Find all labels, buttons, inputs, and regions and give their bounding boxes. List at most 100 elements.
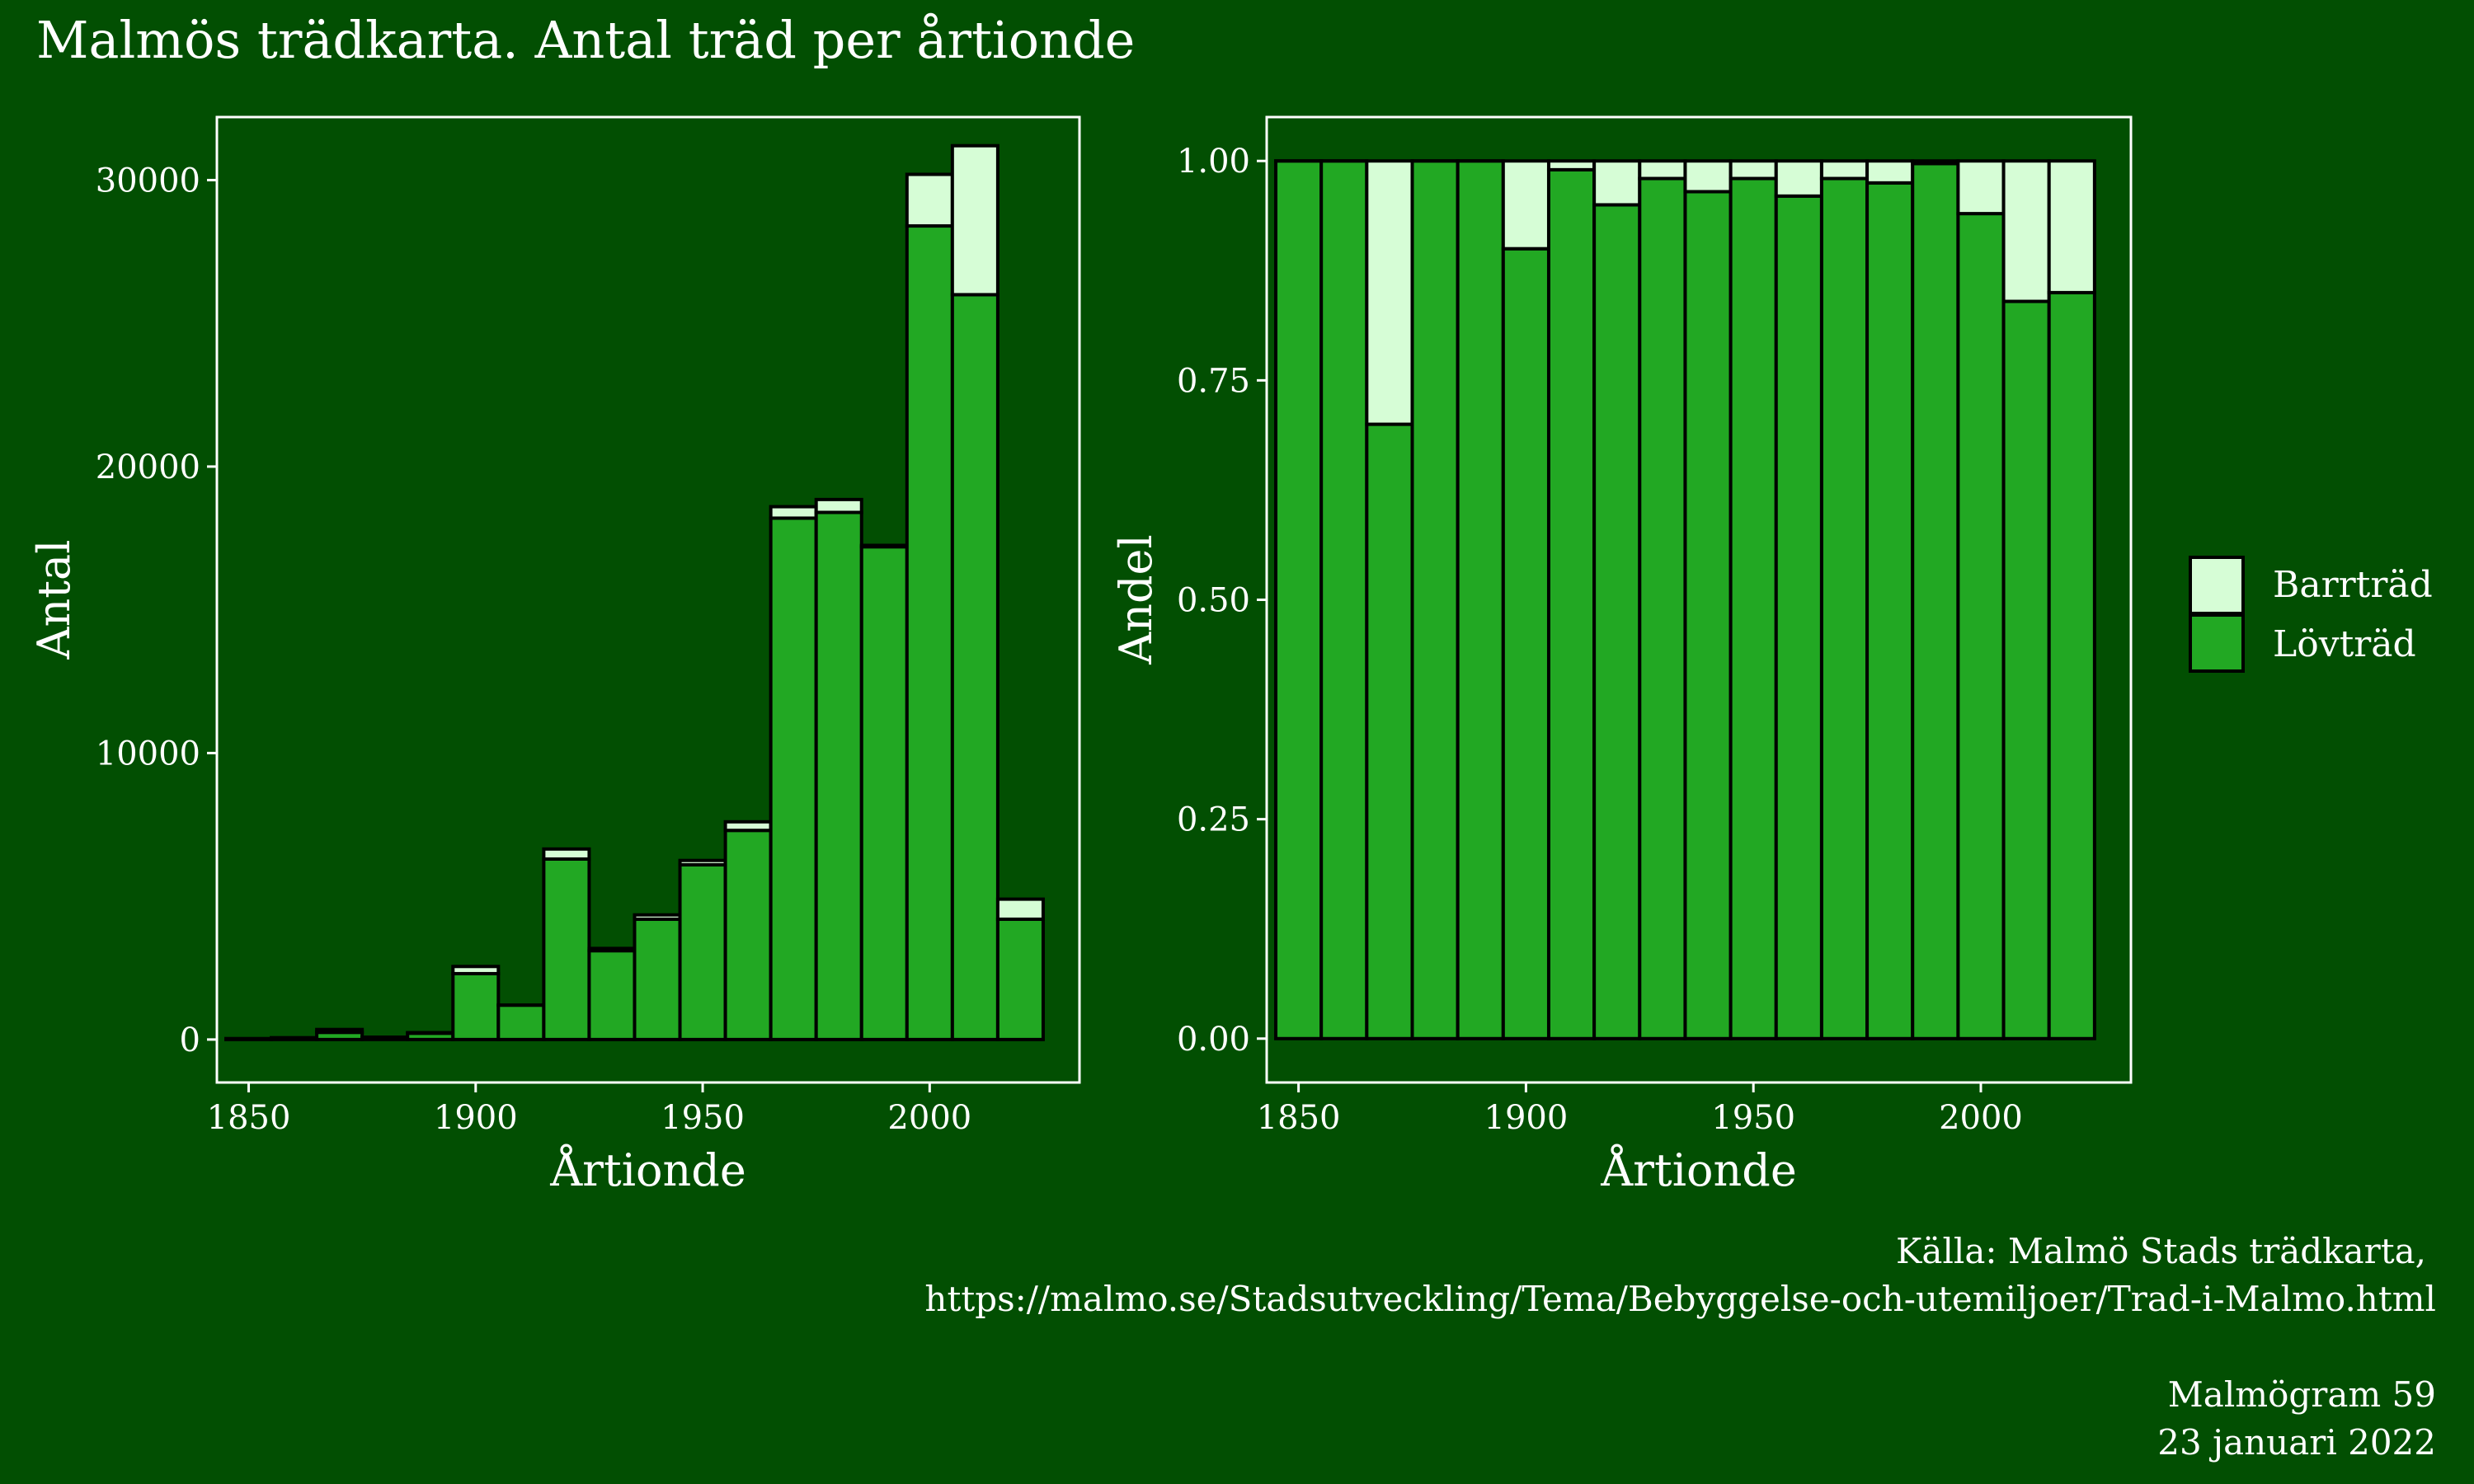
count-bar-barrtrad-1890 bbox=[406, 1031, 455, 1036]
share-y-tick-label: 0.50 bbox=[1177, 582, 1250, 620]
count-bar-barrtrad-1940 bbox=[633, 913, 682, 921]
share-y-tick-label: 1.00 bbox=[1177, 143, 1250, 181]
panel-share: 0.00 0.25 0.50 0.75 1.00 1850 1900 1950 2000 År… bbox=[1110, 115, 2133, 1196]
count-x-tick-label: 1850 bbox=[207, 1099, 291, 1137]
panel-count-border bbox=[215, 115, 1081, 1084]
count-x-tick-label: 1900 bbox=[434, 1099, 518, 1137]
count-bar-barrtrad-1980 bbox=[814, 497, 863, 514]
count-bar-barrtrad-1990 bbox=[859, 543, 909, 549]
caption-source-url: https://malmo.se/Stadsutveckling/Tema/Be… bbox=[924, 1279, 2436, 1319]
caption: Källa: Malmö Stads trädkarta, https://ma… bbox=[924, 1231, 2436, 1463]
share-bar-barrtrad-1990 bbox=[1911, 159, 1960, 166]
share-bar-lovtrad-1960 bbox=[1774, 194, 1823, 1040]
count-bar-lovtrad-1900 bbox=[451, 971, 501, 1041]
count-bar-lovtrad-1950 bbox=[678, 862, 727, 1041]
count-bar-lovtrad-1920 bbox=[542, 857, 591, 1041]
share-x-tick-label: 1950 bbox=[1711, 1099, 1795, 1137]
share-bar-barrtrad-2020 bbox=[2047, 159, 2096, 294]
share-bar-lovtrad-1870 bbox=[1365, 422, 1414, 1040]
share-bar-lovtrad-2010 bbox=[2001, 299, 2051, 1040]
share-bar-lovtrad-2020 bbox=[2047, 290, 2096, 1040]
count-bar-lovtrad-1960 bbox=[723, 829, 773, 1041]
share-bar-barrtrad-1950 bbox=[1729, 159, 1778, 181]
count-bar-barrtrad-1950 bbox=[678, 858, 727, 866]
share-x-tick-label: 1850 bbox=[1257, 1099, 1341, 1137]
bars-share bbox=[1274, 159, 2096, 1040]
share-bar-barrtrad-1910 bbox=[1546, 159, 1597, 171]
x-axis-label-count: Årtionde bbox=[549, 1143, 746, 1196]
share-bar-lovtrad-1920 bbox=[1592, 203, 1642, 1040]
count-bar-barrtrad-1960 bbox=[723, 819, 773, 833]
count-bar-barrtrad-2010 bbox=[950, 143, 999, 297]
x-axis-label-share: Årtionde bbox=[1600, 1143, 1797, 1196]
share-x-tick-label: 2000 bbox=[1939, 1099, 2023, 1137]
caption-source-line1: Källa: Malmö Stads trädkarta, bbox=[1896, 1231, 2426, 1271]
y-ticks-count: 0 10000 20000 30000 bbox=[96, 162, 217, 1059]
share-bar-lovtrad-1970 bbox=[1819, 176, 1870, 1040]
legend-swatch-barrtrad bbox=[2189, 556, 2245, 615]
count-bar-lovtrad-1940 bbox=[633, 917, 682, 1041]
count-bar-lovtrad-2020 bbox=[995, 917, 1045, 1041]
count-y-tick-label: 30000 bbox=[96, 162, 200, 200]
share-y-tick-label: 0.25 bbox=[1177, 801, 1250, 839]
caption-footer-line1: Malmögram 59 bbox=[2168, 1374, 2436, 1415]
share-y-tick-label: 0.75 bbox=[1177, 362, 1250, 400]
share-bar-barrtrad-1940 bbox=[1683, 159, 1733, 194]
share-bar-barrtrad-1870 bbox=[1365, 159, 1414, 426]
count-bar-lovtrad-1980 bbox=[814, 510, 863, 1041]
count-bar-lovtrad-2010 bbox=[950, 293, 999, 1041]
share-bar-barrtrad-2000 bbox=[1956, 159, 2006, 216]
count-y-tick-label: 10000 bbox=[96, 735, 200, 773]
count-bar-lovtrad-1930 bbox=[587, 949, 637, 1041]
share-bar-barrtrad-1980 bbox=[1865, 159, 1915, 185]
legend-label-barrtrad: Barrträd bbox=[2273, 564, 2433, 606]
share-bar-barrtrad-1920 bbox=[1592, 159, 1642, 207]
count-bar-barrtrad-1920 bbox=[542, 847, 591, 861]
share-bar-barrtrad-2010 bbox=[2001, 159, 2051, 303]
caption-footer-date: 23 januari 2022 bbox=[2157, 1422, 2436, 1463]
share-bar-lovtrad-1860 bbox=[1319, 159, 1369, 1040]
share-bar-lovtrad-1880 bbox=[1410, 159, 1460, 1040]
x-ticks-count: 1850 1900 1950 2000 bbox=[207, 1082, 971, 1137]
panel-count: 0 10000 20000 30000 1850 1900 1950 2000 Årtion… bbox=[28, 115, 1081, 1196]
chart-title: Malmös trädkarta. Antal träd per årtiond… bbox=[36, 10, 1135, 70]
share-bar-lovtrad-1890 bbox=[1456, 159, 1505, 1040]
share-bar-lovtrad-2000 bbox=[1956, 212, 2006, 1040]
count-bar-lovtrad-1990 bbox=[859, 545, 909, 1041]
share-bar-barrtrad-1900 bbox=[1501, 159, 1550, 251]
count-bar-barrtrad-1970 bbox=[769, 505, 818, 520]
share-y-tick-label: 0.00 bbox=[1177, 1021, 1250, 1059]
count-y-tick-label: 20000 bbox=[96, 448, 200, 486]
legend: Barrträd Lövträd bbox=[2189, 556, 2433, 673]
share-bar-lovtrad-1850 bbox=[1274, 159, 1324, 1040]
count-bar-lovtrad-2000 bbox=[905, 224, 954, 1041]
share-bar-lovtrad-1900 bbox=[1501, 247, 1550, 1040]
share-bar-lovtrad-1950 bbox=[1729, 176, 1778, 1040]
count-bar-barrtrad-2000 bbox=[905, 172, 954, 228]
share-bar-lovtrad-1940 bbox=[1683, 190, 1733, 1040]
count-y-tick-label: 0 bbox=[180, 1021, 200, 1059]
y-axis-label-count: Antal bbox=[28, 540, 80, 660]
legend-label-lovtrad: Lövträd bbox=[2273, 623, 2416, 665]
count-bar-barrtrad-1930 bbox=[587, 946, 637, 953]
x-ticks-share: 1850 1900 1950 2000 bbox=[1257, 1082, 2023, 1137]
share-bar-barrtrad-1960 bbox=[1774, 159, 1823, 198]
share-x-tick-label: 1900 bbox=[1484, 1099, 1569, 1137]
share-bar-lovtrad-1980 bbox=[1865, 181, 1915, 1040]
y-axis-label-share: Andel bbox=[1110, 534, 1162, 665]
share-bar-barrtrad-1930 bbox=[1638, 159, 1687, 181]
count-bar-barrtrad-1870 bbox=[315, 1027, 365, 1035]
legend-swatch-lovtrad bbox=[2189, 613, 2245, 673]
count-x-tick-label: 2000 bbox=[887, 1099, 971, 1137]
share-bar-lovtrad-1990 bbox=[1911, 162, 1960, 1040]
count-bar-lovtrad-1910 bbox=[496, 1003, 546, 1041]
count-x-tick-label: 1950 bbox=[661, 1099, 745, 1137]
count-bar-barrtrad-1900 bbox=[451, 965, 501, 975]
share-bar-barrtrad-1970 bbox=[1819, 159, 1870, 181]
bars-count bbox=[224, 143, 1045, 1041]
share-bar-lovtrad-1930 bbox=[1638, 176, 1687, 1040]
count-bar-lovtrad-1970 bbox=[769, 516, 818, 1041]
share-bar-lovtrad-1910 bbox=[1546, 167, 1597, 1040]
y-ticks-share: 0.00 0.25 0.50 0.75 1.00 bbox=[1177, 143, 1267, 1059]
